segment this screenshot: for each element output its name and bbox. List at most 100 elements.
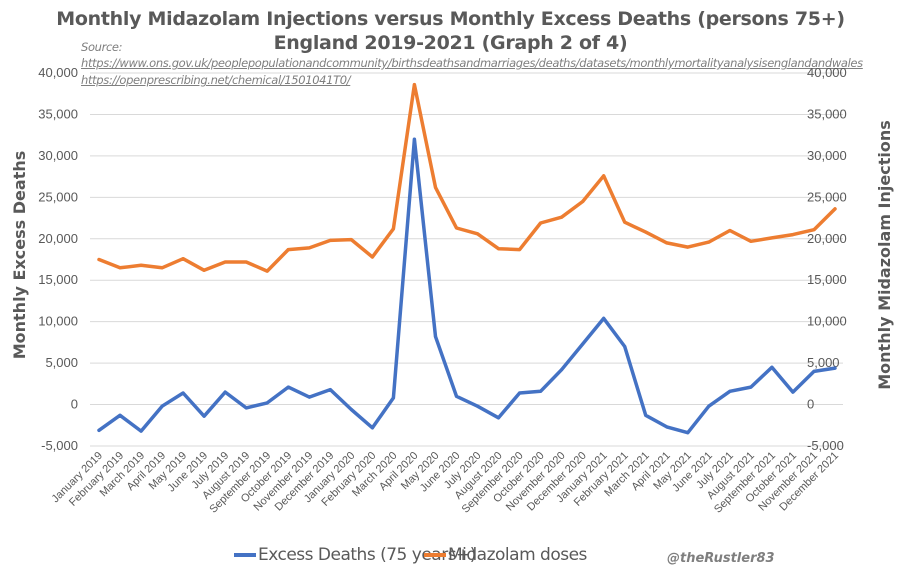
data-point[interactable] xyxy=(97,428,101,432)
y-tick-label-right: 15,000 xyxy=(807,272,847,287)
series-line-midazolam-doses[interactable] xyxy=(97,82,837,273)
data-point[interactable] xyxy=(244,260,248,264)
data-point[interactable] xyxy=(707,240,711,244)
data-point[interactable] xyxy=(518,391,522,395)
data-point[interactable] xyxy=(454,394,458,398)
data-point[interactable] xyxy=(265,269,269,273)
author-credit: @theRustler83 xyxy=(667,551,775,566)
legend-label-excess-deaths: Excess Deaths (75 years+) xyxy=(258,545,476,565)
data-point[interactable] xyxy=(476,232,480,236)
data-point[interactable] xyxy=(160,266,164,270)
y-tick-label-right: 10,000 xyxy=(807,314,847,329)
y-tick-label-left: 30,000 xyxy=(38,148,78,163)
data-point[interactable] xyxy=(770,236,774,240)
data-point[interactable] xyxy=(581,199,585,203)
y-tick-label-left: -5,000 xyxy=(41,438,78,453)
data-point[interactable] xyxy=(518,248,522,252)
data-point[interactable] xyxy=(391,396,395,400)
data-point[interactable] xyxy=(833,366,837,370)
data-point[interactable] xyxy=(202,268,206,272)
data-point[interactable] xyxy=(349,238,353,242)
y-tick-label-left: 20,000 xyxy=(38,231,78,246)
data-point[interactable] xyxy=(791,233,795,237)
data-point[interactable] xyxy=(728,228,732,232)
data-point[interactable] xyxy=(433,335,437,339)
data-point[interactable] xyxy=(307,246,311,250)
data-point[interactable] xyxy=(328,238,332,242)
data-point[interactable] xyxy=(265,401,269,405)
source-label: Source: xyxy=(81,40,123,54)
data-point[interactable] xyxy=(623,345,627,349)
y-tick-label-right: 35,000 xyxy=(807,106,847,121)
data-point[interactable] xyxy=(370,426,374,430)
data-point[interactable] xyxy=(118,413,122,417)
legend-label-midazolam: Midazolam doses xyxy=(448,545,587,565)
data-point[interactable] xyxy=(454,226,458,230)
data-point[interactable] xyxy=(791,390,795,394)
data-point[interactable] xyxy=(181,257,185,261)
data-point[interactable] xyxy=(749,385,753,389)
y-tick-label-right: 25,000 xyxy=(807,189,847,204)
data-point[interactable] xyxy=(244,406,248,410)
data-point[interactable] xyxy=(644,230,648,234)
data-point[interactable] xyxy=(770,365,774,369)
data-point[interactable] xyxy=(412,83,416,87)
y-axis-left-title: Monthly Excess Deaths xyxy=(10,151,29,360)
data-point[interactable] xyxy=(539,389,543,393)
y-tick-label-right: -5,000 xyxy=(807,438,844,453)
series-line-excess-deaths-75-years[interactable] xyxy=(97,137,837,435)
source-link-ons[interactable]: https://www.ons.gov.uk/peoplepopulationa… xyxy=(81,56,863,70)
data-point[interactable] xyxy=(644,413,648,417)
data-point[interactable] xyxy=(728,389,732,393)
gridlines xyxy=(90,72,843,447)
data-point[interactable] xyxy=(286,385,290,389)
data-point[interactable] xyxy=(160,404,164,408)
data-point[interactable] xyxy=(623,220,627,224)
y-tick-label-right: 40,000 xyxy=(807,65,847,80)
data-point[interactable] xyxy=(476,404,480,408)
y-tick-label-left: 5,000 xyxy=(45,355,78,370)
data-point[interactable] xyxy=(707,404,711,408)
data-point[interactable] xyxy=(118,266,122,270)
y-axis-right-ticks: -5,000 0 5,000 10,000 15,000 20,000 25,000 30,0… xyxy=(807,65,847,453)
data-point[interactable] xyxy=(812,369,816,373)
data-point[interactable] xyxy=(181,391,185,395)
data-point[interactable] xyxy=(223,260,227,264)
chart-title: Monthly Midazolam Injections versus Mont… xyxy=(56,8,845,30)
y-tick-label-left: 40,000 xyxy=(38,65,78,80)
legend-item-midazolam[interactable]: Midazolam doses xyxy=(424,545,587,565)
data-point[interactable] xyxy=(349,408,353,412)
data-point[interactable] xyxy=(833,207,837,211)
data-point[interactable] xyxy=(286,248,290,252)
data-point[interactable] xyxy=(812,228,816,232)
y-axis-right-title: Monthly Midazolam Injections xyxy=(875,120,894,390)
data-point[interactable] xyxy=(581,342,585,346)
data-point[interactable] xyxy=(539,221,543,225)
data-point[interactable] xyxy=(139,429,143,433)
data-point[interactable] xyxy=(391,227,395,231)
data-point[interactable] xyxy=(370,255,374,259)
data-point[interactable] xyxy=(139,263,143,267)
data-point[interactable] xyxy=(560,215,564,219)
data-point[interactable] xyxy=(497,416,501,420)
data-point[interactable] xyxy=(665,425,669,429)
data-point[interactable] xyxy=(433,185,437,189)
data-point[interactable] xyxy=(202,414,206,418)
y-tick-label-left: 25,000 xyxy=(38,189,78,204)
data-point[interactable] xyxy=(686,245,690,249)
data-point[interactable] xyxy=(412,137,416,141)
data-point[interactable] xyxy=(665,241,669,245)
data-point[interactable] xyxy=(497,247,501,251)
data-point[interactable] xyxy=(328,388,332,392)
data-point[interactable] xyxy=(602,316,606,320)
data-point[interactable] xyxy=(307,395,311,399)
data-point[interactable] xyxy=(97,258,101,261)
source-link-openprescribing[interactable]: https://openprescribing.net/chemical/150… xyxy=(81,73,351,87)
data-point[interactable] xyxy=(560,368,564,372)
data-point[interactable] xyxy=(686,431,690,435)
data-point[interactable] xyxy=(223,390,227,394)
legend-swatch-excess-deaths xyxy=(234,553,256,557)
data-point[interactable] xyxy=(749,239,753,243)
legend-item-excess-deaths[interactable]: Excess Deaths (75 years+) xyxy=(234,545,476,565)
data-point[interactable] xyxy=(602,174,606,178)
